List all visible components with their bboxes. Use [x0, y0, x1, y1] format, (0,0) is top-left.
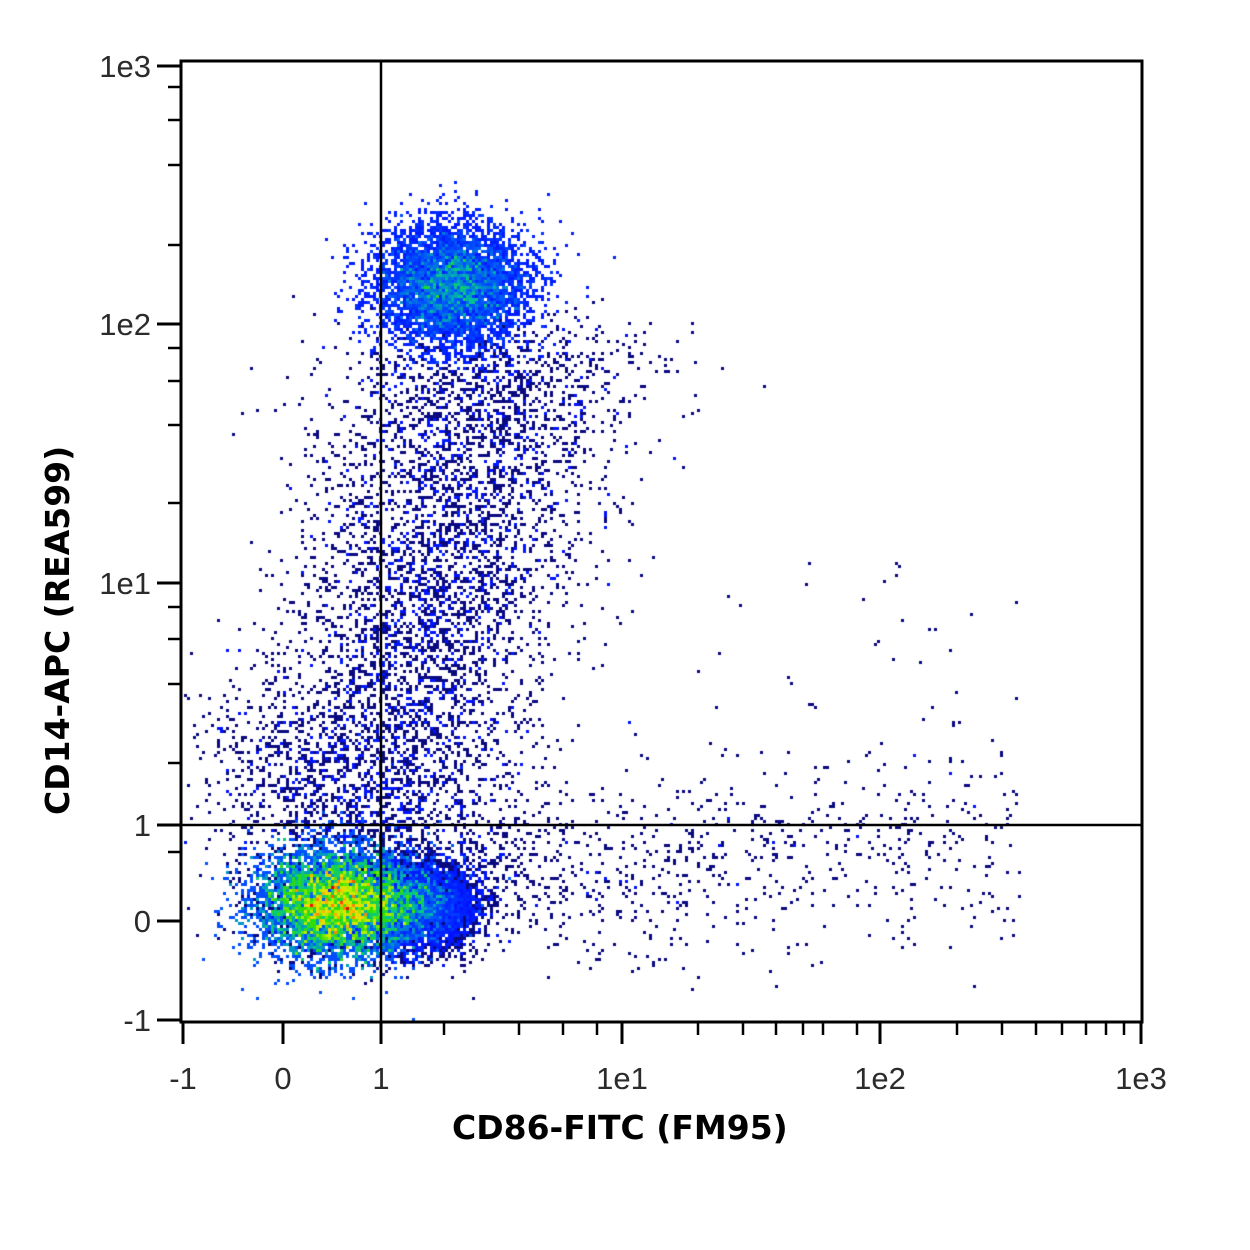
y-tick-label: 1e2 [99, 307, 151, 342]
x-axis-title: CD86-FITC (FM95) [452, 1108, 788, 1147]
x-tick-label: -1 [169, 1061, 197, 1096]
x-tick-label: 0 [274, 1061, 291, 1096]
y-tick-label: 0 [134, 904, 151, 939]
y-axis-title: CD14-APC (REA599) [38, 445, 77, 815]
plot-frame [179, 59, 1144, 1024]
y-axis-title-container: CD14-APC (REA599) [38, 446, 77, 815]
x-tick-label: 1 [372, 1061, 389, 1096]
y-tick-label: -1 [123, 1003, 151, 1038]
y-tick-label: 1 [134, 808, 151, 843]
x-axis-ticks: -1 0 1 1e1 1e2 1e3 [169, 1022, 1167, 1096]
x-tick-label: 1e2 [854, 1061, 906, 1096]
y-tick-label: 1e3 [99, 49, 151, 84]
y-tick-label: 1e1 [99, 566, 151, 601]
x-tick-label: 1e3 [1115, 1061, 1167, 1096]
y-axis-ticks: 1e3 1e2 1e1 1 0 -1 [99, 49, 181, 1038]
x-tick-label: 1e1 [596, 1061, 648, 1096]
